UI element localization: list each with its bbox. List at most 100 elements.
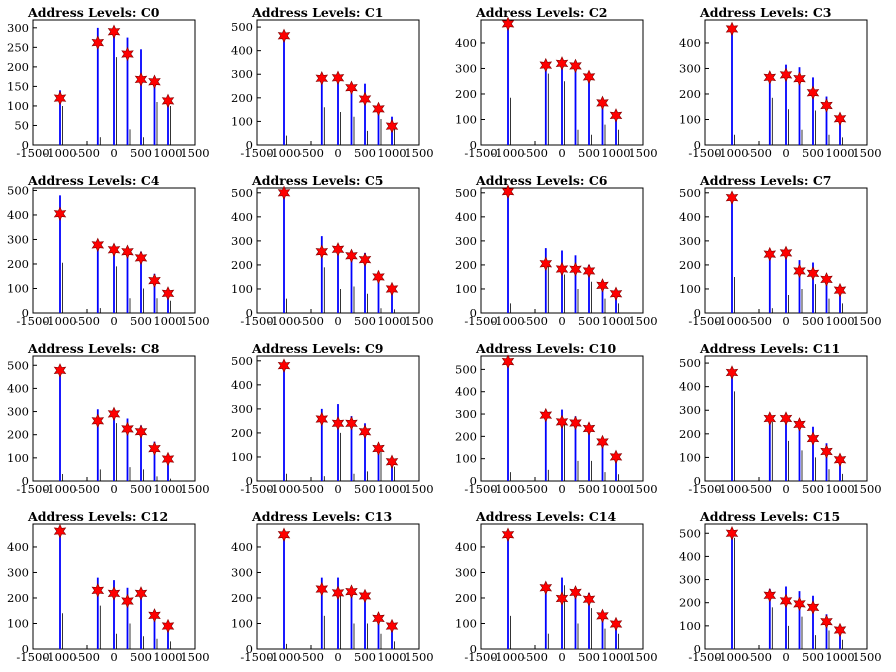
y-tick-label: 100 <box>231 114 253 128</box>
panel-c13: Address Levels: C13 0 100 200 300 400 -1500-10… <box>231 509 434 664</box>
x-tick-label: -1500 <box>688 482 721 496</box>
level-marker <box>331 416 345 431</box>
y-tick-label: 100 <box>7 616 29 630</box>
level-marker <box>331 242 345 257</box>
x-tick-label: 1500 <box>628 146 657 160</box>
y-tick-label: 500 <box>7 183 29 197</box>
x-tick-label: 500 <box>578 314 600 328</box>
level-marker <box>539 580 553 596</box>
level-marker <box>582 592 596 607</box>
y-tick-label: 100 <box>679 619 701 633</box>
x-tick-label: 0 <box>110 650 117 664</box>
y-tick-label: 200 <box>231 591 253 605</box>
y-tick-label: 200 <box>7 257 29 271</box>
y-tick-label: 0 <box>694 642 701 656</box>
level-marker <box>596 608 609 624</box>
panel-c0: Address Levels: C0 0 50 100 150 200 250 300 -150… <box>7 5 210 160</box>
panel-title: Address Levels: C1 <box>251 5 384 20</box>
level-marker <box>793 263 806 279</box>
y-tick-label: 100 <box>455 452 477 466</box>
x-tick-label: 1500 <box>628 314 657 328</box>
panel-title: Address Levels: C5 <box>251 173 384 188</box>
x-tick-label: -500 <box>522 482 548 496</box>
x-tick-label: -500 <box>298 650 324 664</box>
x-tick-label: -1000 <box>491 482 524 496</box>
y-tick-label: 500 <box>231 20 253 34</box>
level-marker <box>763 246 777 262</box>
y-tick-label: 0 <box>246 474 253 488</box>
y-tick-label: 0 <box>246 642 253 656</box>
x-tick-label: 0 <box>782 650 789 664</box>
x-tick-label: 500 <box>802 650 824 664</box>
y-tick-label: 100 <box>455 282 477 296</box>
x-tick-label: 1000 <box>825 482 854 496</box>
x-tick-label: 500 <box>354 314 376 328</box>
y-tick-label: 0 <box>470 474 477 488</box>
y-tick-label: 100 <box>7 99 29 113</box>
level-marker <box>315 581 329 597</box>
x-tick-label: 500 <box>130 482 152 496</box>
x-tick-label: -1000 <box>715 314 748 328</box>
level-marker <box>385 618 399 634</box>
x-tick-label: 0 <box>334 314 341 328</box>
x-tick-label: -1000 <box>43 146 76 160</box>
x-tick-label: 1000 <box>601 482 630 496</box>
level-marker <box>539 407 553 423</box>
x-tick-label: -500 <box>298 146 324 160</box>
x-tick-label: -1000 <box>715 146 748 160</box>
panel-title: Address Levels: C6 <box>475 173 608 188</box>
level-marker <box>372 611 385 626</box>
x-tick-label: 1500 <box>628 650 657 664</box>
x-tick-label: 1000 <box>377 482 406 496</box>
panel-title: Address Levels: C11 <box>699 341 840 356</box>
y-tick-label: 500 <box>679 186 701 200</box>
level-marker <box>107 406 121 422</box>
x-tick-label: 1500 <box>628 482 657 496</box>
y-tick-label: 250 <box>7 40 29 54</box>
level-marker <box>779 593 793 609</box>
y-tick-label: 0 <box>246 306 253 320</box>
level-marker <box>345 80 358 95</box>
y-tick-label: 400 <box>455 540 477 554</box>
x-tick-label: 1000 <box>825 650 854 664</box>
x-tick-label: 500 <box>578 146 600 160</box>
level-marker <box>107 586 121 601</box>
x-tick-label: 1500 <box>404 482 433 496</box>
x-tick-label: -1000 <box>491 314 524 328</box>
y-tick-label: 500 <box>7 358 29 372</box>
x-tick-label: 1000 <box>153 314 182 328</box>
x-tick-label: 1000 <box>153 650 182 664</box>
x-tick-label: -500 <box>522 146 548 160</box>
x-tick-label: 1500 <box>852 146 881 160</box>
y-tick-label: 400 <box>7 381 29 395</box>
y-tick-label: 400 <box>455 36 477 50</box>
x-tick-label: 1000 <box>153 482 182 496</box>
panel-title: Address Levels: C15 <box>699 509 840 524</box>
level-marker <box>833 111 847 126</box>
level-marker <box>596 434 609 450</box>
level-marker <box>315 411 329 427</box>
panel-c5: Address Levels: C50100200300400500-1500-… <box>231 173 434 328</box>
x-tick-label: 0 <box>558 650 565 664</box>
level-marker <box>609 108 623 123</box>
x-tick-label: -500 <box>746 482 772 496</box>
y-tick-label: 200 <box>455 87 477 101</box>
y-tick-label: 100 <box>679 282 701 296</box>
x-tick-label: 0 <box>558 314 565 328</box>
x-tick-label: -1000 <box>267 482 300 496</box>
y-tick-label: 300 <box>7 232 29 246</box>
y-tick-label: 0 <box>694 306 701 320</box>
y-tick-label: 150 <box>7 79 29 93</box>
x-tick-label: 1500 <box>852 482 881 496</box>
x-tick-label: 1500 <box>404 146 433 160</box>
panel-c14: Address Levels: C14 0 100 200 300 400 -1500-10… <box>455 509 658 664</box>
level-marker <box>107 24 121 39</box>
y-tick-label: 200 <box>679 258 701 272</box>
level-marker <box>148 74 161 89</box>
level-marker <box>806 600 820 615</box>
y-tick-label: 300 <box>455 61 477 75</box>
y-tick-label: 400 <box>455 385 477 399</box>
level-marker <box>345 248 358 264</box>
x-tick-label: 0 <box>558 146 565 160</box>
y-tick-label: 300 <box>455 565 477 579</box>
